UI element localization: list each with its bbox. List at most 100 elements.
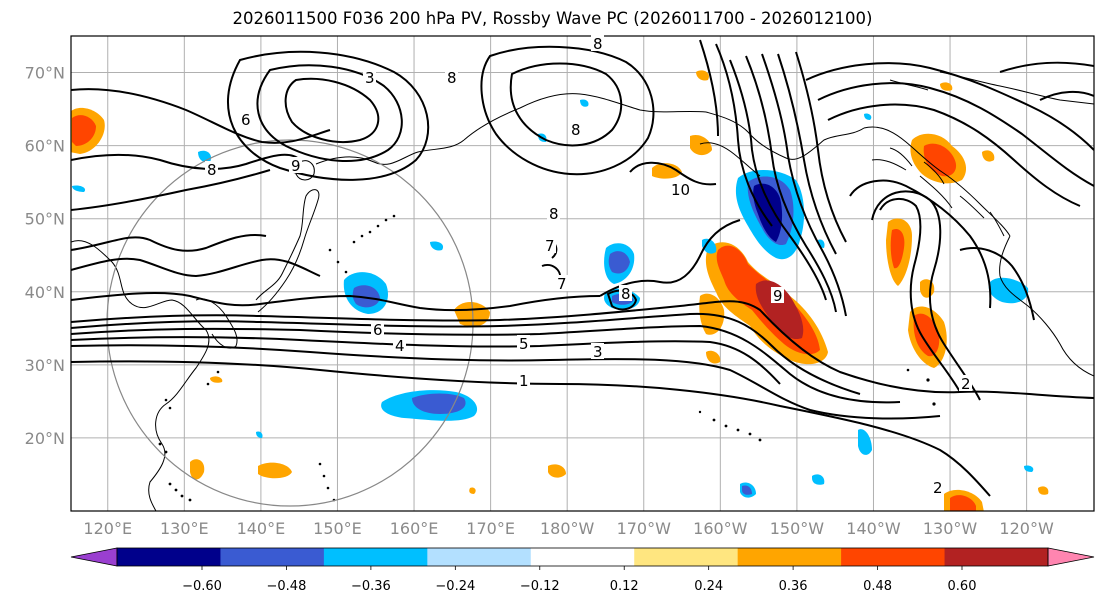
longitude-label: 140°E [237,519,286,538]
colorbar-extend-high [1047,547,1095,567]
colorbar-bin [220,548,325,566]
contour-label-text: 9 [773,287,783,305]
longitude-label: 180°W [540,519,595,538]
contour-label-background [363,69,376,85]
contour-label-background [371,321,384,337]
contour-label-text: 10 [671,181,690,199]
pv-contours [71,39,1094,497]
longitude-labels: 120°E 130°E 140°E 150°E 160°E 170°E 180°W 170°W… [83,519,1054,538]
contour-label-background [445,69,458,85]
contour-label: 7 [555,275,568,293]
longitude-label: 120°E [83,519,132,538]
contour-labels: 1 2 2 3 3 4 5 6 6 7 7 8 8 8 8 8 8 9 9 10 [205,35,972,497]
colorbar-tick-label: 0.12 [610,579,639,594]
colorbar-tick-label: 0.24 [694,579,723,594]
longitude-label: 170°W [617,519,672,538]
contour-label-text: 5 [519,335,529,353]
contour-label-text: 6 [241,111,251,129]
colorbar-bin [117,548,221,566]
latitude-label: 50°N [25,210,65,229]
contour-label: 8 [619,285,632,303]
contour-label-background [959,375,972,391]
contour-label-text: 6 [373,321,383,339]
contour-label-text: 1 [519,372,529,390]
colorbar-tick-label: −0.60 [182,579,222,594]
positive-anomalies [71,70,1049,511]
contour-label-text: 9 [291,157,301,175]
islands [158,214,936,502]
colorbar-tick-label: 0.60 [948,579,977,594]
contour-label-text: 8 [447,69,457,87]
colorbar-extend-low [70,547,118,567]
contour-label: 8 [591,35,604,53]
contour-label-background [543,237,556,253]
contour-label-text: 7 [545,237,555,255]
range-circle [106,139,474,507]
contour-label-text: 8 [549,205,559,223]
colorbar-tick-label: 0.36 [779,579,808,594]
contour-label-text: 4 [395,337,405,355]
colorbar-tick-label: 0.48 [863,579,892,594]
contour-label: 10 [669,181,691,199]
contour-label: 3 [363,69,376,87]
contour-label-background [591,343,604,359]
longitude-label: 140°W [846,519,901,538]
contour-label-background [517,372,530,388]
contour-label: 2 [959,375,972,393]
contour-label: 5 [517,335,530,353]
contour-label: 6 [239,111,252,129]
contour-label-text: 8 [593,35,603,53]
contour-label: 9 [771,287,784,305]
colorbar-ticks: −0.60 −0.48 −0.36 −0.24 −0.12 0.12 0.24 0.36 0.4… [182,566,976,594]
contour-label-text: 8 [207,161,217,179]
contour-label-background [239,111,252,127]
latitude-label: 70°N [25,64,65,83]
contour-label-background [205,161,218,177]
contour-label-background [393,337,406,353]
longitude-label: 160°E [390,519,439,538]
longitude-label: 120°W [999,519,1054,538]
contour-label: 3 [591,343,604,361]
latitude-label: 60°N [25,137,65,156]
latitude-label: 20°N [25,429,65,448]
contour-label: 4 [393,337,406,355]
colorbar-bin [427,548,532,566]
contour-label: 8 [445,69,458,87]
colorbar-bin [634,548,739,566]
latitude-label: 30°N [25,356,65,375]
contour-label: 9 [289,157,302,175]
longitude-label: 160°W [693,519,748,538]
contour-label-background [547,205,560,221]
contour-label-background [569,121,582,137]
latitude-label: 40°N [25,283,65,302]
longitude-label: 130°E [160,519,209,538]
longitude-label: 150°E [313,519,362,538]
contour-label-text: 2 [961,375,971,393]
colorbar-tick-label: −0.36 [351,579,391,594]
colorbar-bin [737,548,842,566]
contour-label-text: 8 [571,121,581,139]
contour-label-background [289,157,302,173]
contour-label: 2 [931,479,944,497]
contour-label: 8 [569,121,582,139]
colorbar-bin [841,548,946,566]
contour-label-background [517,335,530,351]
contour-label: 8 [547,205,560,223]
contour-label-background [591,35,604,51]
longitude-label: 130°W [923,519,978,538]
map-frame [70,35,1095,512]
contour-label: 7 [543,237,556,255]
map-title: 2026011500 F036 200 hPa PV, Rossby Wave … [232,9,873,28]
contour-label-background [555,275,568,291]
contour-label-background [669,181,691,197]
colorbar-tick-label: −0.48 [267,579,307,594]
colorbar-frame [116,547,1049,567]
contour-label-text: 7 [557,275,567,293]
longitude-label: 170°E [466,519,515,538]
contour-label: 1 [517,372,530,390]
longitude-label: 150°W [770,519,825,538]
colorbar-bin [944,548,1049,566]
contour-label-text: 3 [593,343,603,361]
contour-label-text: 2 [933,479,943,497]
contour-label-background [771,287,784,303]
